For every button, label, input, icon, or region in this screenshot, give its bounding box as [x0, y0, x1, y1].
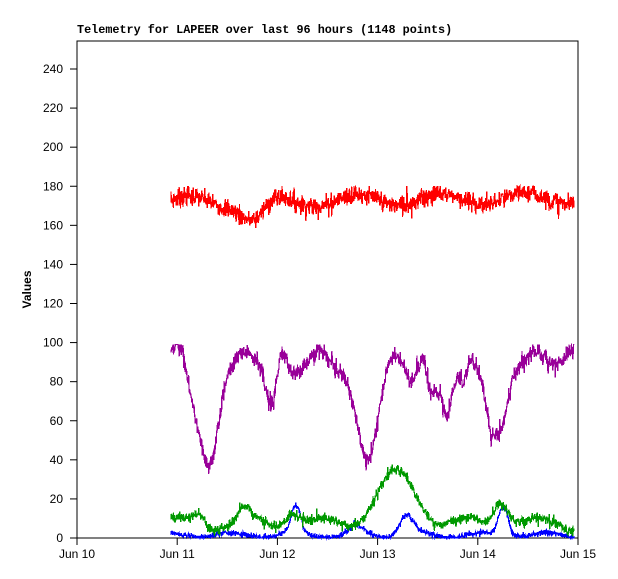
svg-text:200: 200 — [43, 140, 63, 154]
svg-text:120: 120 — [43, 297, 63, 311]
svg-text:Jun 11: Jun 11 — [160, 547, 195, 561]
svg-text:240: 240 — [43, 62, 63, 76]
svg-text:Values: Values — [20, 270, 34, 308]
svg-text:0: 0 — [56, 531, 63, 545]
svg-text:140: 140 — [43, 257, 63, 271]
svg-text:Telemetry for LAPEER over last: Telemetry for LAPEER over last 96 hours … — [77, 23, 452, 37]
svg-text:80: 80 — [50, 375, 64, 389]
svg-text:Jun 13: Jun 13 — [360, 547, 396, 561]
svg-text:100: 100 — [43, 336, 63, 350]
svg-text:40: 40 — [50, 453, 64, 467]
svg-text:Jun 12: Jun 12 — [259, 547, 295, 561]
svg-text:60: 60 — [50, 414, 64, 428]
svg-text:Jun 10: Jun 10 — [59, 547, 95, 561]
svg-text:180: 180 — [43, 179, 63, 193]
svg-text:220: 220 — [43, 101, 63, 115]
svg-text:Jun 15: Jun 15 — [560, 547, 596, 561]
svg-text:Jun 14: Jun 14 — [460, 547, 496, 561]
svg-text:20: 20 — [50, 492, 64, 506]
svg-text:160: 160 — [43, 218, 63, 232]
